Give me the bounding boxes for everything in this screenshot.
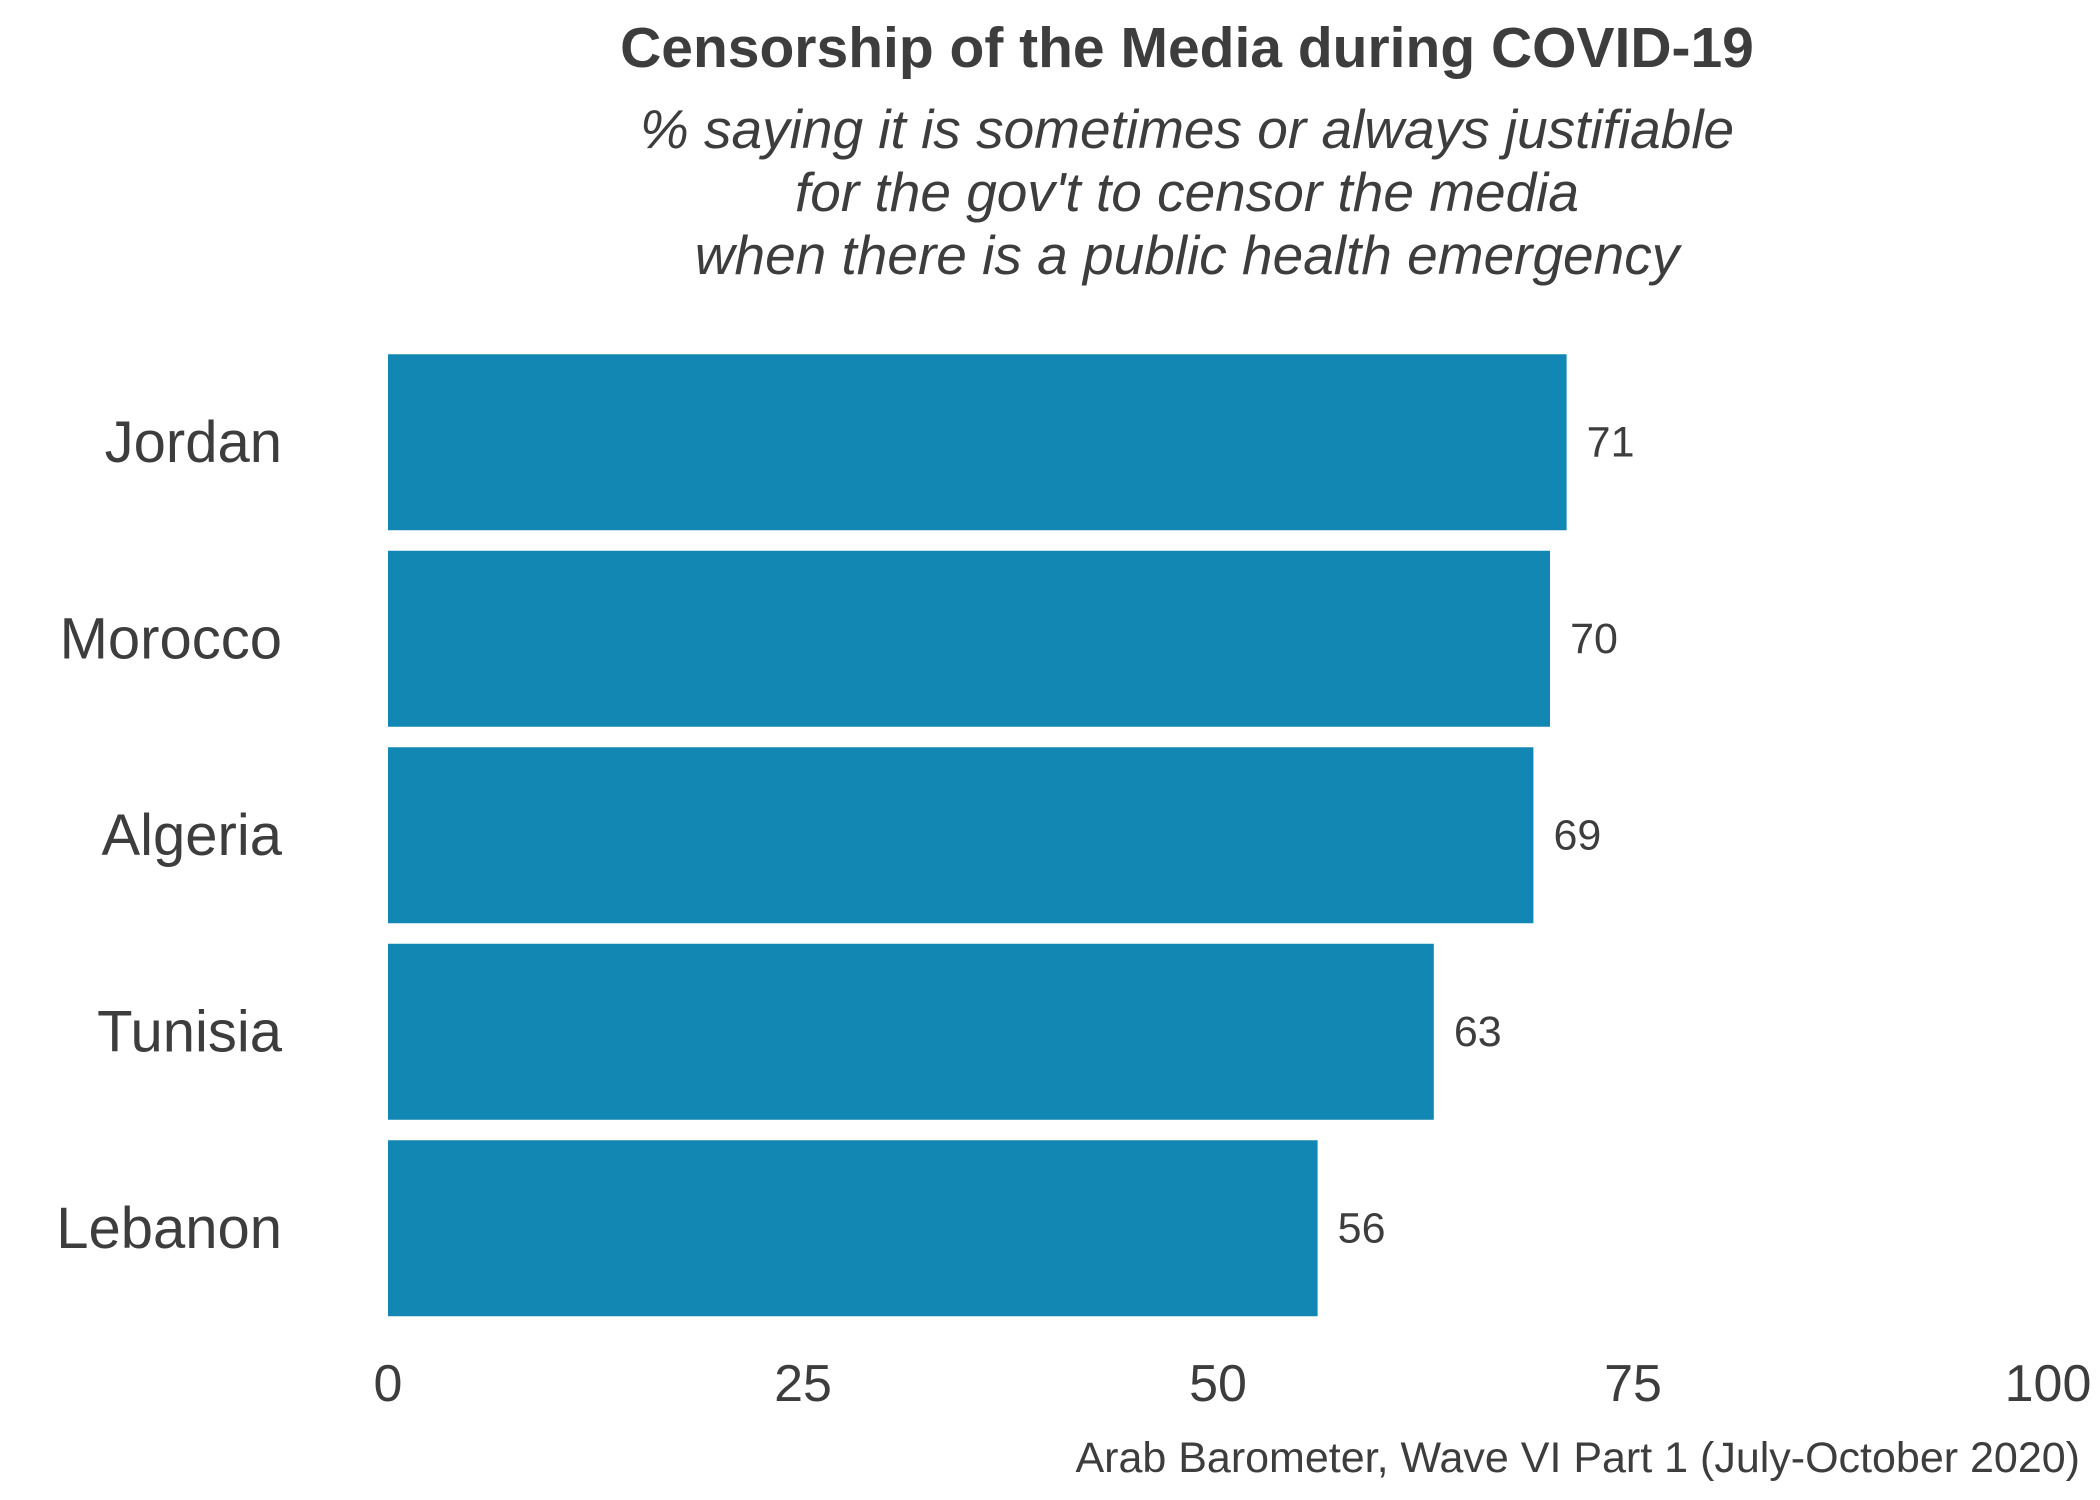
bar-lebanon: [388, 1140, 1318, 1317]
chart-caption: Arab Barometer, Wave VI Part 1 (July-Oct…: [1075, 1434, 2080, 1482]
category-label-tunisia: Tunisia: [97, 999, 283, 1064]
chart-subtitle-line-2: for the gov't to censor the media: [795, 161, 1579, 223]
x-axis: 0 25 50 75 100: [374, 1355, 2092, 1413]
value-label-lebanon: 56: [1338, 1204, 1386, 1252]
bar-tunisia: [388, 943, 1434, 1120]
chart-subtitle-line-3: when there is a public health emergency: [695, 224, 1683, 286]
x-tick-label-75: 75: [1604, 1355, 1662, 1413]
chart-title: Censorship of the Media during COVID-19: [620, 16, 1754, 80]
x-tick-label-50: 50: [1189, 1355, 1247, 1413]
bar-morocco: [388, 550, 1550, 727]
chart-subtitle-line-1: % saying it is sometimes or always justi…: [640, 98, 1734, 160]
x-tick-label-25: 25: [774, 1355, 832, 1413]
value-label-morocco: 70: [1570, 615, 1618, 663]
category-label-jordan: Jordan: [105, 410, 282, 475]
bar-jordan: [388, 354, 1567, 531]
category-label-lebanon: Lebanon: [56, 1196, 282, 1261]
bars-group: Jordan 71 Morocco 70 Algeria 69 Tunisia 63 Leban…: [56, 354, 1635, 1317]
x-tick-label-100: 100: [2005, 1355, 2092, 1413]
bar-algeria: [388, 747, 1534, 924]
x-tick-label-0: 0: [374, 1355, 403, 1413]
category-label-morocco: Morocco: [60, 606, 282, 671]
value-label-algeria: 69: [1553, 811, 1601, 859]
value-label-jordan: 71: [1587, 418, 1635, 466]
category-label-algeria: Algeria: [101, 803, 282, 868]
value-label-tunisia: 63: [1454, 1008, 1502, 1056]
